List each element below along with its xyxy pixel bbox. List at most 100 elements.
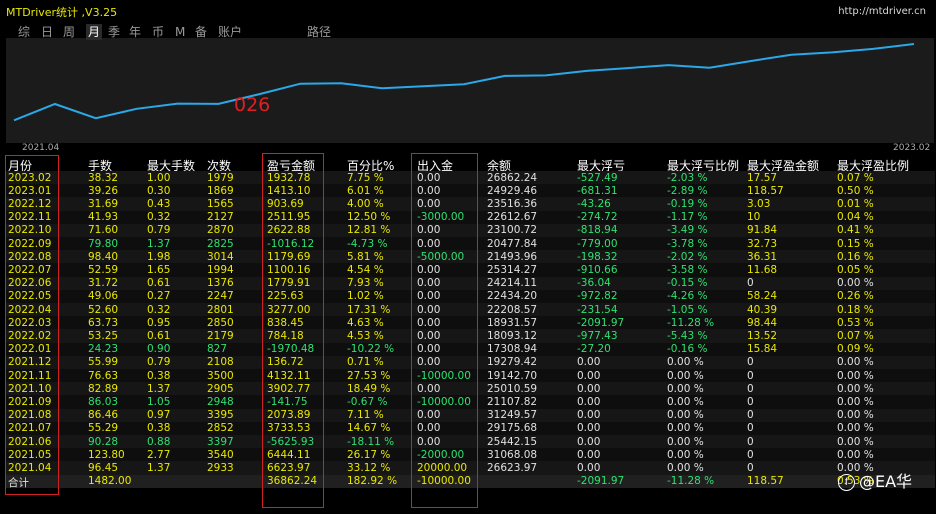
col-header-0[interactable]: 月份 <box>8 159 33 173</box>
cell-月份: 2022.01 <box>8 343 52 356</box>
cell-次数: 3500 <box>207 369 234 382</box>
cell-余额: 23100.72 <box>487 224 538 237</box>
table-row[interactable] <box>5 355 935 369</box>
cell-最大浮亏比例: 0.00 % <box>667 448 704 461</box>
cell-盈亏金额: -1970.48 <box>267 343 315 356</box>
cell-手数: 82.89 <box>88 382 119 395</box>
table-row[interactable] <box>5 171 935 185</box>
cell-次数: 2870 <box>207 224 234 237</box>
cell-最大浮盈金额: 0 <box>747 461 754 474</box>
table-row[interactable] <box>5 395 935 409</box>
tab-8[interactable]: 备 <box>195 25 208 39</box>
cell-次数: 2850 <box>207 316 234 329</box>
table-row[interactable] <box>5 382 935 396</box>
title-bar: MTDriver统计 ,V3.25 http://mtdriver.cn <box>0 0 936 22</box>
cell-最大浮盈金额: 0 <box>747 435 754 448</box>
cell-月份: 2021.08 <box>8 409 52 422</box>
cell-百分比%: 18.49 % <box>347 382 391 395</box>
table-row[interactable] <box>5 184 935 198</box>
total-row[interactable] <box>5 474 935 488</box>
col-header-5[interactable]: 百分比% <box>347 159 395 173</box>
cell-最大浮亏: 0.00 <box>577 435 601 448</box>
table-row[interactable] <box>5 448 935 462</box>
col-header-11[interactable]: 最大浮盈比例 <box>837 159 910 173</box>
cell-最大浮盈金额: 118.57 <box>747 475 784 488</box>
table-row[interactable] <box>5 263 935 277</box>
cell-最大浮盈比例: 0.00 % <box>837 277 874 290</box>
tab-3[interactable]: 月 <box>86 24 103 40</box>
cell-月份: 2021.05 <box>8 448 52 461</box>
cell-百分比%: 4.00 % <box>347 197 384 210</box>
cell-手数: 86.03 <box>88 395 119 408</box>
table-row[interactable] <box>5 329 935 343</box>
cell-次数: 2905 <box>207 382 234 395</box>
cell-最大浮盈金额: 0 <box>747 395 754 408</box>
cell-盈亏金额: 1179.69 <box>267 250 311 263</box>
table-row[interactable] <box>5 342 935 356</box>
col-header-2[interactable]: 最大手数 <box>147 159 196 173</box>
site-url-link[interactable]: http://mtdriver.cn <box>838 6 926 17</box>
cell-次数: 2933 <box>207 461 234 474</box>
cell-最大浮亏比例: 0.00 % <box>667 409 704 422</box>
table-row[interactable] <box>5 197 935 211</box>
col-header-3[interactable]: 次数 <box>207 159 232 173</box>
table-row[interactable] <box>5 435 935 449</box>
col-header-9[interactable]: 最大浮亏比例 <box>667 159 740 173</box>
cell-次数: 1869 <box>207 184 234 197</box>
cell-最大浮亏: 0.00 <box>577 448 601 461</box>
cell-余额: 24214.11 <box>487 277 538 290</box>
col-header-1[interactable]: 手数 <box>88 159 113 173</box>
cell-百分比%: 0.71 % <box>347 356 384 369</box>
cell-最大浮盈比例: 0.00 % <box>837 435 874 448</box>
table-row[interactable] <box>5 223 935 237</box>
col-header-6[interactable]: 出入金 <box>417 159 454 173</box>
cell-最大手数: 0.90 <box>147 343 171 356</box>
tab-0[interactable]: 综 <box>18 25 31 39</box>
cell-出入金: -10000.00 <box>417 369 471 382</box>
tab-7[interactable]: M <box>175 25 186 39</box>
table-row[interactable] <box>5 408 935 422</box>
cell-手数: 52.60 <box>88 303 119 316</box>
tab-2[interactable]: 周 <box>63 25 76 39</box>
table-row[interactable] <box>5 289 935 303</box>
col-header-4[interactable]: 盈亏金额 <box>267 159 316 173</box>
cell-最大浮亏: -231.54 <box>577 303 618 316</box>
cell-最大浮亏比例: 0.00 % <box>667 422 704 435</box>
col-header-10[interactable]: 最大浮盈金额 <box>747 159 820 173</box>
cell-最大浮亏比例: -4.26 % <box>667 290 708 303</box>
cell-最大浮亏: -2091.97 <box>577 475 625 488</box>
tab-10[interactable]: 路径 <box>307 25 332 39</box>
cell-出入金: 0.00 <box>417 382 441 395</box>
table-row[interactable] <box>5 421 935 435</box>
table-row[interactable] <box>5 250 935 264</box>
table-row[interactable] <box>5 303 935 317</box>
table-row[interactable] <box>5 276 935 290</box>
cell-月份: 2021.04 <box>8 461 52 474</box>
tab-5[interactable]: 年 <box>129 25 142 39</box>
cell-最大浮亏比例: 0.00 % <box>667 461 704 474</box>
cell-余额: 18931.57 <box>487 316 538 329</box>
tab-1[interactable]: 日 <box>41 25 54 39</box>
cell-月份: 2022.11 <box>8 211 52 224</box>
table-row[interactable] <box>5 461 935 475</box>
table-row[interactable] <box>5 369 935 383</box>
table-row[interactable] <box>5 316 935 330</box>
tab-4[interactable]: 季 <box>108 25 121 39</box>
cell-百分比%: 4.63 % <box>347 316 384 329</box>
col-header-7[interactable]: 余额 <box>487 159 512 173</box>
cell-最大浮亏比例: -0.15 % <box>667 277 708 290</box>
cell-百分比%: 182.92 % <box>347 475 398 488</box>
cell-手数: 86.46 <box>88 409 119 422</box>
tab-6[interactable]: 币 <box>152 25 165 39</box>
cell-最大浮亏比例: -2.03 % <box>667 171 708 184</box>
tab-9[interactable]: 账户 <box>218 25 243 39</box>
cell-最大浮盈比例: 0.01 % <box>837 197 874 210</box>
table-row[interactable] <box>5 210 935 224</box>
cell-盈亏金额: 6444.11 <box>267 448 311 461</box>
col-header-8[interactable]: 最大浮亏 <box>577 159 626 173</box>
cell-最大浮亏比例: -1.05 % <box>667 303 708 316</box>
cell-余额: 25314.27 <box>487 263 538 276</box>
cell-月份: 2022.12 <box>8 197 52 210</box>
table-row[interactable] <box>5 237 935 251</box>
cell-盈亏金额: 2511.95 <box>267 211 311 224</box>
